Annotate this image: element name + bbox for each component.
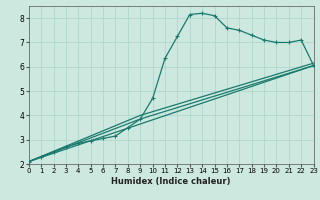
X-axis label: Humidex (Indice chaleur): Humidex (Indice chaleur) (111, 177, 231, 186)
